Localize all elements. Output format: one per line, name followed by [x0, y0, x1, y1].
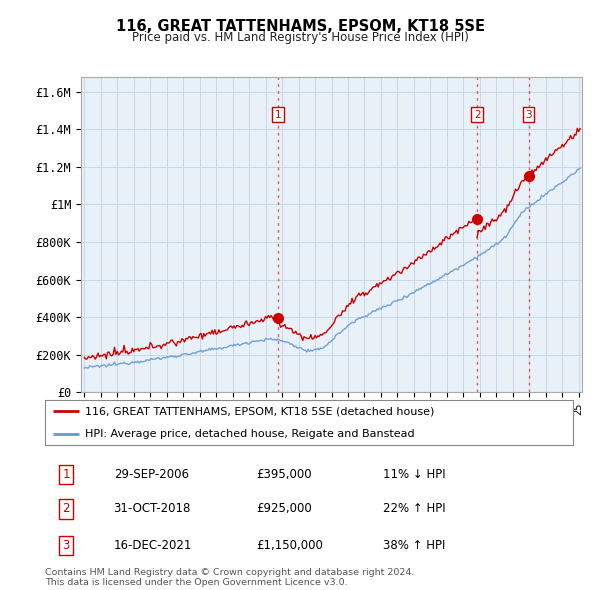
Text: 3: 3 — [525, 110, 532, 120]
Text: 3: 3 — [62, 539, 70, 552]
Text: 2: 2 — [474, 110, 481, 120]
Text: 38% ↑ HPI: 38% ↑ HPI — [383, 539, 445, 552]
Text: 11% ↓ HPI: 11% ↓ HPI — [383, 468, 446, 481]
Text: 29-SEP-2006: 29-SEP-2006 — [113, 468, 188, 481]
Text: 2: 2 — [62, 502, 70, 516]
Text: £1,150,000: £1,150,000 — [256, 539, 323, 552]
Text: 1: 1 — [275, 110, 281, 120]
Text: HPI: Average price, detached house, Reigate and Banstead: HPI: Average price, detached house, Reig… — [85, 429, 414, 439]
Text: Contains HM Land Registry data © Crown copyright and database right 2024.
This d: Contains HM Land Registry data © Crown c… — [45, 568, 415, 587]
Text: 31-OCT-2018: 31-OCT-2018 — [113, 502, 191, 516]
Text: 116, GREAT TATTENHAMS, EPSOM, KT18 5SE: 116, GREAT TATTENHAMS, EPSOM, KT18 5SE — [115, 19, 485, 34]
Text: 22% ↑ HPI: 22% ↑ HPI — [383, 502, 446, 516]
Text: £925,000: £925,000 — [256, 502, 312, 516]
Text: Price paid vs. HM Land Registry's House Price Index (HPI): Price paid vs. HM Land Registry's House … — [131, 31, 469, 44]
Text: 116, GREAT TATTENHAMS, EPSOM, KT18 5SE (detached house): 116, GREAT TATTENHAMS, EPSOM, KT18 5SE (… — [85, 407, 434, 417]
Text: 16-DEC-2021: 16-DEC-2021 — [113, 539, 192, 552]
Text: 1: 1 — [62, 468, 70, 481]
Text: £395,000: £395,000 — [256, 468, 312, 481]
